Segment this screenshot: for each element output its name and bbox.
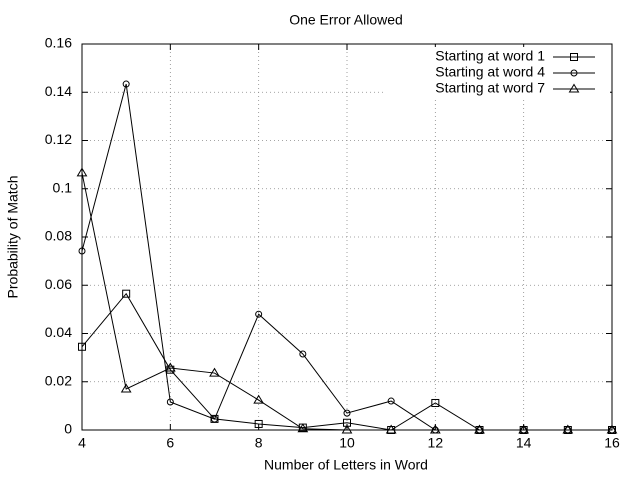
marker bbox=[78, 247, 86, 255]
marker bbox=[297, 423, 309, 433]
marker bbox=[387, 397, 395, 405]
legend-marker bbox=[570, 69, 578, 77]
y-tick-label: 0.04 bbox=[45, 324, 72, 340]
y-tick-label: 0.14 bbox=[45, 83, 72, 99]
marker bbox=[211, 415, 218, 423]
marker bbox=[120, 383, 132, 393]
marker bbox=[254, 419, 263, 428]
y-tick-label: 0.08 bbox=[45, 228, 72, 244]
marker bbox=[431, 398, 440, 407]
marker bbox=[343, 409, 351, 417]
series-line bbox=[81, 292, 612, 431]
marker bbox=[385, 424, 397, 434]
series-line bbox=[81, 83, 612, 431]
marker bbox=[606, 424, 618, 434]
series-line bbox=[81, 172, 612, 431]
marker bbox=[78, 342, 86, 351]
x-tick-label: 16 bbox=[604, 435, 620, 451]
marker bbox=[122, 289, 131, 298]
y-axis-label: Probability of Match bbox=[5, 176, 21, 299]
y-tick-label: 0.12 bbox=[45, 131, 72, 147]
legend-marker bbox=[568, 83, 580, 93]
marker bbox=[341, 424, 353, 434]
legend-label: Starting at word 1 bbox=[435, 48, 545, 64]
y-tick-label: 0.06 bbox=[45, 276, 72, 292]
marker bbox=[166, 398, 174, 406]
marker bbox=[429, 424, 441, 434]
x-tick-label: 12 bbox=[428, 435, 444, 451]
marker bbox=[253, 394, 265, 404]
chart-title: One Error Allowed bbox=[289, 12, 403, 28]
x-tick-label: 10 bbox=[339, 435, 355, 451]
marker bbox=[255, 310, 263, 318]
marker bbox=[562, 424, 574, 434]
marker bbox=[518, 424, 530, 434]
marker bbox=[299, 350, 307, 358]
marker bbox=[76, 167, 88, 177]
marker bbox=[122, 80, 130, 88]
x-tick-label: 6 bbox=[166, 435, 174, 451]
x-axis-label: Number of Letters in Word bbox=[264, 457, 428, 473]
y-tick-label: 0.1 bbox=[53, 179, 73, 195]
marker bbox=[164, 362, 176, 372]
y-tick-label: 0 bbox=[64, 421, 72, 437]
legend-label: Starting at word 4 bbox=[435, 64, 545, 80]
marker bbox=[474, 424, 485, 434]
legend-marker bbox=[570, 53, 578, 61]
marker bbox=[209, 367, 220, 377]
y-tick-label: 0.02 bbox=[45, 372, 72, 388]
x-tick-label: 8 bbox=[255, 435, 263, 451]
legend-label: Starting at word 7 bbox=[435, 80, 545, 96]
x-tick-label: 4 bbox=[78, 435, 86, 451]
x-tick-label: 14 bbox=[516, 435, 532, 451]
y-tick-label: 0.16 bbox=[45, 35, 72, 51]
